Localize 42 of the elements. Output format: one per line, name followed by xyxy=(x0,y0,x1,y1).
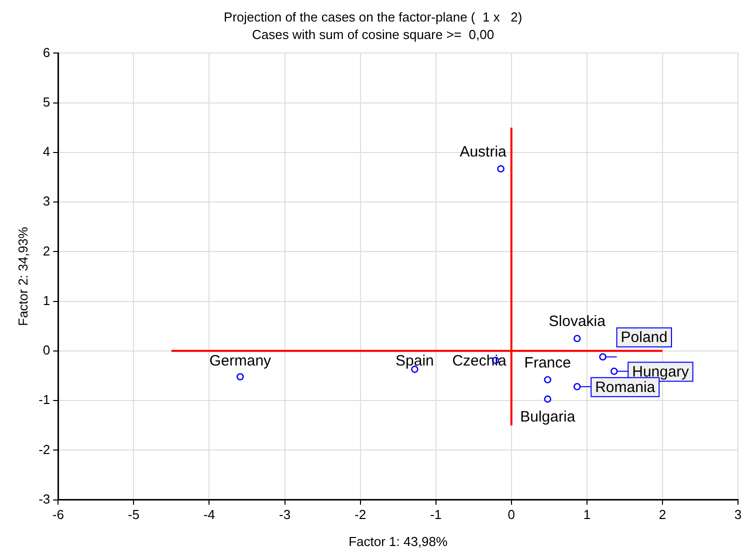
x-tick-label: -3 xyxy=(278,507,291,522)
x-tick-label: 3 xyxy=(734,507,742,522)
annotation: Germany xyxy=(209,352,272,370)
annotation: Austria xyxy=(460,143,508,160)
x-axis-title: Factor 1: 43,98% xyxy=(348,534,448,549)
y-tick-label: 5 xyxy=(42,94,50,110)
x-tick-label: -6 xyxy=(52,507,64,522)
point xyxy=(544,376,552,384)
annotation: Spain xyxy=(396,352,434,370)
x-tick-label: 0 xyxy=(508,507,516,522)
chart-subtitle: Cases with sum of cosine square >= 0,00 xyxy=(252,26,494,42)
point xyxy=(573,383,581,390)
point xyxy=(236,373,244,380)
point xyxy=(610,368,618,375)
y-tick-label: 6 xyxy=(42,44,50,60)
annotation: Romania xyxy=(595,378,656,396)
x-tick-label: -4 xyxy=(203,507,216,522)
y-tick-label: 3 xyxy=(42,194,50,209)
chart-title: Projection of the cases on the factor-plane ( 1 x 2) xyxy=(224,9,522,24)
point xyxy=(573,334,581,342)
point xyxy=(544,395,552,403)
point xyxy=(497,165,504,172)
y-tick-label: -3 xyxy=(38,491,50,506)
y-tick-label: 0 xyxy=(42,342,50,358)
y-tick-label: -1 xyxy=(38,392,50,408)
annotation: Hungary xyxy=(632,363,690,380)
y-tick-label: -2 xyxy=(38,442,50,457)
x-tick-label: -1 xyxy=(430,507,442,522)
annotation: Bulgaria xyxy=(520,408,576,426)
point xyxy=(599,353,606,361)
y-tick-label: 1 xyxy=(42,292,50,308)
y-tick-label: 4 xyxy=(42,144,50,160)
y-tick-label: 2 xyxy=(42,243,50,258)
annotation: Czechia xyxy=(452,352,508,370)
x-tick-label: 2 xyxy=(658,507,666,522)
x-tick-label: 1 xyxy=(583,507,591,522)
annotation: Poland xyxy=(620,329,668,346)
annotation: France xyxy=(524,354,571,372)
x-tick-label: -2 xyxy=(354,507,366,522)
y-axis-title: Factor 2: 34,93% xyxy=(15,226,30,326)
x-tick-label: -5 xyxy=(128,507,140,522)
annotation: Slovakia xyxy=(548,313,606,330)
